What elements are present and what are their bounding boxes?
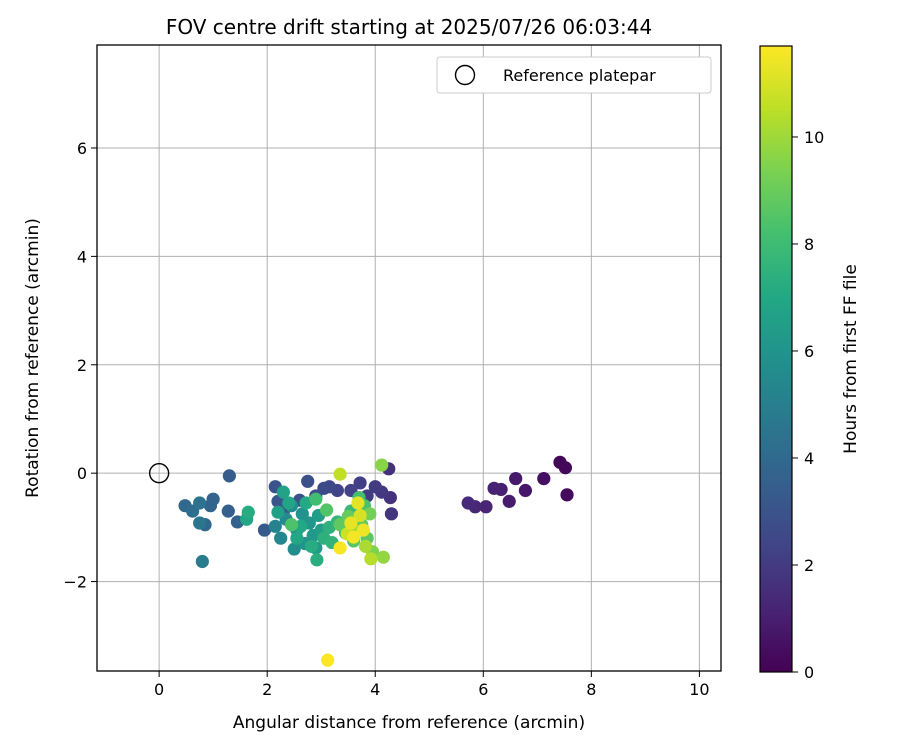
data-point xyxy=(363,507,377,521)
data-point xyxy=(368,480,382,494)
data-point xyxy=(537,471,551,486)
y-axis-label: Rotation from reference (arcmin) xyxy=(23,218,43,498)
data-point xyxy=(353,476,367,490)
y-axis-ticks: −2 0 2 4 6 xyxy=(63,139,97,592)
data-point xyxy=(333,518,347,532)
legend-entry-label: Reference platepar xyxy=(503,66,656,85)
y-tick-label: 4 xyxy=(77,247,87,266)
x-axis-label: Angular distance from reference (arcmin) xyxy=(233,713,585,733)
data-point xyxy=(384,507,399,521)
colorbar-tick-label: 4 xyxy=(804,449,814,468)
data-point xyxy=(320,503,334,517)
reference-marker xyxy=(148,462,170,484)
data-point xyxy=(479,500,493,514)
data-point xyxy=(487,481,501,495)
data-point xyxy=(333,541,347,555)
data-point xyxy=(271,505,285,519)
data-point xyxy=(221,504,235,518)
data-point xyxy=(195,554,209,569)
colorbar-tick-label: 6 xyxy=(804,342,814,361)
grid xyxy=(97,45,721,671)
y-tick-label: −2 xyxy=(63,573,87,592)
legend: Reference platepar xyxy=(436,56,712,94)
colorbar: 0 2 4 6 8 10 Hours from first FF file xyxy=(759,45,861,682)
data-point xyxy=(351,496,365,510)
data-point xyxy=(310,553,324,567)
data-point xyxy=(375,458,389,472)
data-point xyxy=(193,496,207,510)
data-point xyxy=(295,507,309,521)
data-point xyxy=(203,499,218,513)
plot-frame xyxy=(96,44,722,672)
data-point xyxy=(257,523,272,537)
x-tick-label: 4 xyxy=(370,680,380,699)
data-point xyxy=(358,539,373,553)
data-point xyxy=(241,505,255,519)
y-tick-label: 0 xyxy=(77,464,87,483)
data-point xyxy=(558,461,573,475)
y-tick-label: 2 xyxy=(77,356,87,375)
data-points xyxy=(178,455,574,667)
colorbar-gradient xyxy=(759,45,793,673)
data-point xyxy=(193,516,207,530)
legend-open-circle-icon xyxy=(454,64,476,86)
chart-title: FOV centre drift starting at 2025/07/26 … xyxy=(166,15,652,39)
colorbar-tick-label: 0 xyxy=(804,663,814,682)
legend-box xyxy=(436,56,712,94)
data-point xyxy=(301,474,315,488)
data-point xyxy=(222,469,236,483)
data-point xyxy=(321,653,335,667)
data-point xyxy=(376,550,390,564)
data-point xyxy=(290,531,304,545)
x-tick-label: 8 xyxy=(586,680,596,699)
y-tick-label: 6 xyxy=(77,139,87,158)
data-point xyxy=(268,519,282,533)
data-point xyxy=(560,488,574,502)
colorbar-tick-label: 8 xyxy=(804,235,814,254)
colorbar-label: Hours from first FF file xyxy=(841,264,861,454)
data-point xyxy=(364,552,378,566)
data-point xyxy=(347,530,361,544)
colorbar-ticks: 0 2 4 6 8 10 xyxy=(792,128,824,682)
data-point xyxy=(356,523,370,537)
colorbar-tick-label: 10 xyxy=(804,128,824,147)
data-point xyxy=(274,531,288,545)
data-point xyxy=(461,496,475,510)
data-point xyxy=(509,471,523,486)
x-tick-label: 0 xyxy=(154,680,164,699)
data-point xyxy=(309,492,323,506)
x-axis-ticks: 0 2 4 6 8 10 xyxy=(154,671,710,699)
data-point xyxy=(344,516,358,530)
data-point xyxy=(287,542,301,556)
x-tick-label: 10 xyxy=(689,680,709,699)
data-point xyxy=(282,496,296,510)
data-point xyxy=(518,483,533,498)
data-point xyxy=(284,518,299,532)
data-point xyxy=(304,539,319,553)
x-tick-label: 2 xyxy=(262,680,272,699)
data-point xyxy=(276,485,290,499)
data-point xyxy=(502,494,516,508)
data-point xyxy=(333,467,347,481)
reference-platepar-marker xyxy=(148,462,170,484)
colorbar-tick-label: 2 xyxy=(804,556,814,575)
x-tick-label: 6 xyxy=(478,680,488,699)
data-point xyxy=(353,508,367,523)
